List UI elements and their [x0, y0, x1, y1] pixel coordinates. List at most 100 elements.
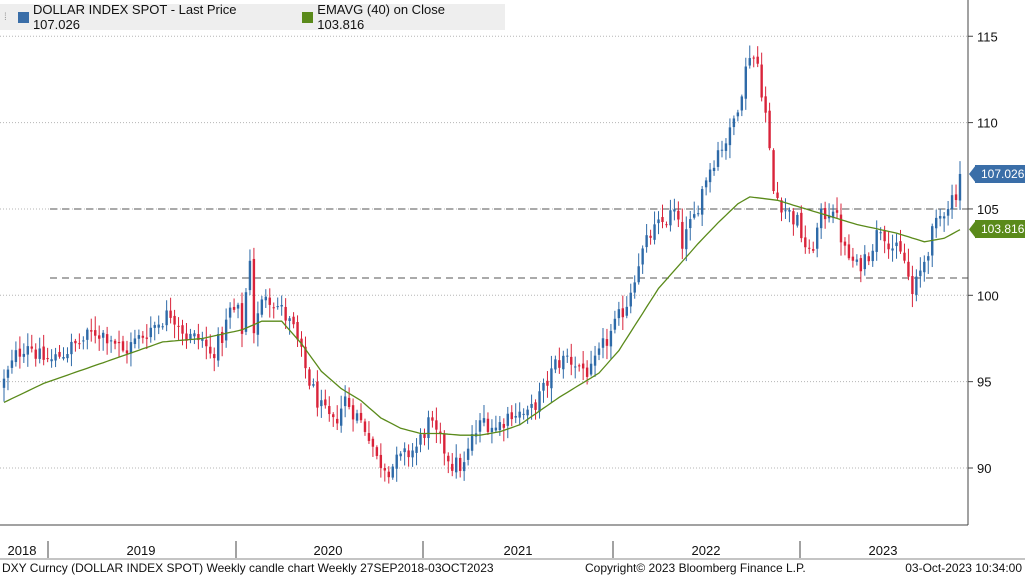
candle-body: [780, 200, 783, 213]
candle-body: [482, 418, 486, 423]
candle-body: [871, 250, 874, 262]
candle-body: [574, 366, 577, 368]
candle-body: [566, 355, 569, 357]
candle-body: [677, 210, 680, 220]
candle-body: [30, 346, 33, 349]
candle-body: [843, 241, 847, 246]
candle-body: [137, 335, 141, 339]
candle-body: [784, 210, 787, 212]
candle-body: [704, 180, 708, 188]
candle-body: [351, 405, 355, 420]
candle-body: [284, 306, 287, 321]
candle-body: [954, 194, 958, 201]
candle-body: [46, 358, 49, 360]
candle-body: [716, 150, 720, 167]
candle-body: [760, 64, 763, 98]
candle-body: [522, 413, 525, 415]
candle-body: [855, 259, 859, 262]
candle-body: [665, 224, 668, 226]
candle-body: [98, 335, 101, 339]
candle-body: [772, 150, 775, 192]
candle-body: [681, 221, 684, 249]
candle-body: [570, 356, 573, 365]
candle-body: [78, 343, 81, 345]
candle-body: [165, 310, 168, 326]
x-axis-band: [0, 526, 1025, 559]
candle-body: [62, 357, 65, 359]
candle-body: [700, 189, 704, 215]
candle-body: [292, 316, 295, 325]
candle-body: [867, 256, 870, 262]
y-tick-label: 115: [977, 29, 998, 44]
candle-body: [82, 340, 85, 342]
candle-body: [141, 335, 145, 338]
candlesticks: [2, 45, 962, 484]
candle-body: [764, 96, 767, 113]
candle-body: [149, 327, 152, 338]
candle-body: [387, 471, 390, 478]
candle-body: [320, 400, 323, 407]
candle-body: [498, 422, 502, 431]
candle-body: [379, 454, 383, 468]
candle-body: [740, 96, 744, 111]
candle-body: [708, 169, 712, 183]
candle-body: [788, 210, 791, 212]
candle-body: [244, 292, 248, 332]
candle-body: [260, 299, 264, 315]
candle-body: [851, 256, 855, 261]
candle-body: [288, 318, 291, 322]
candle-body: [815, 227, 819, 249]
candle-body: [324, 399, 327, 406]
candle-body: [653, 224, 656, 240]
candle-body: [447, 455, 450, 462]
candle-body: [546, 380, 549, 386]
candle-body: [748, 58, 751, 66]
candle-body: [173, 315, 176, 325]
candle-body: [562, 355, 565, 370]
candle-body: [946, 209, 950, 216]
candle-body: [276, 306, 279, 308]
candle-body: [213, 354, 216, 359]
candle-body: [577, 365, 581, 367]
x-tick-label: 2021: [504, 543, 533, 558]
candle-body: [201, 338, 204, 341]
candle-body: [934, 217, 938, 229]
candle-body: [371, 438, 375, 447]
candle-body: [621, 308, 625, 318]
candle-body: [470, 434, 474, 451]
candle-body: [530, 403, 533, 408]
candle-body: [395, 454, 398, 469]
x-tick-label: 2023: [869, 543, 898, 558]
candle-body: [768, 110, 771, 149]
candle-body: [217, 334, 220, 361]
series1-label[interactable]: DOLLAR INDEX SPOT - Last Price 107.026: [32, 2, 237, 32]
candle-body: [169, 310, 172, 318]
candle-body: [411, 450, 414, 458]
candle-body: [506, 413, 509, 426]
candle-body: [550, 368, 553, 389]
candle-body: [502, 423, 506, 428]
candle-body: [431, 417, 434, 421]
candle-body: [657, 219, 660, 224]
series2-label[interactable]: EMAVG (40) on Close 103.816: [317, 2, 445, 32]
candle-body: [891, 248, 894, 251]
candle-body: [800, 212, 803, 239]
candle-body: [232, 306, 236, 310]
candle-body: [478, 420, 482, 432]
candle-body: [90, 330, 93, 332]
candle-body: [633, 282, 636, 293]
candle-body: [70, 341, 73, 355]
candle-body: [185, 333, 188, 341]
candle-body: [161, 326, 164, 328]
candle-body: [597, 348, 601, 355]
footer-timestamp: 03-Oct-2023 10:34:00: [905, 561, 1022, 575]
candle-body: [101, 332, 105, 338]
candle-body: [375, 447, 379, 456]
candle-body: [240, 303, 244, 334]
candle-body: [911, 276, 914, 295]
drag-handle-icon[interactable]: ⁞: [4, 11, 7, 23]
candle-body: [252, 258, 256, 334]
candle-body: [593, 355, 597, 366]
candle-body: [601, 338, 605, 348]
